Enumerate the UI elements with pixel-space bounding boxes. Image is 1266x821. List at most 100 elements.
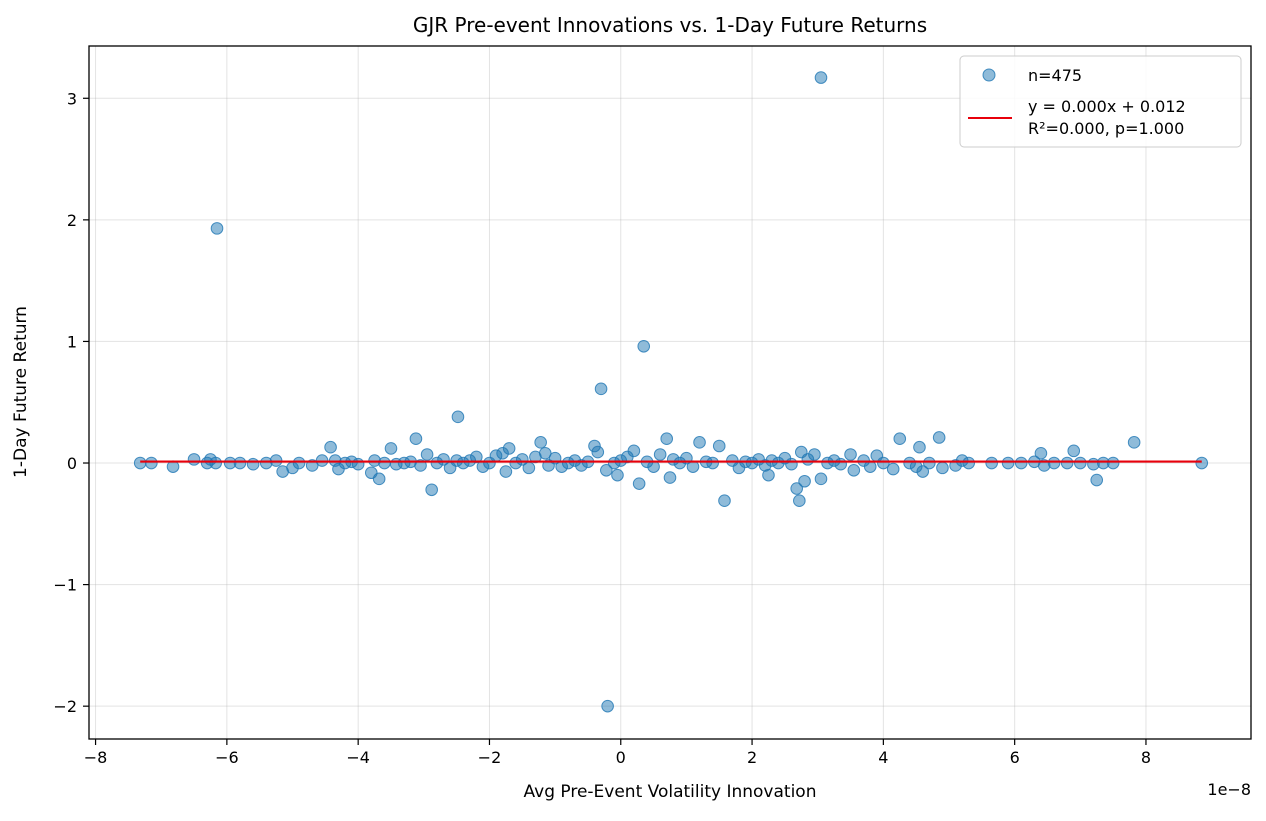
chart-title: GJR Pre-event Innovations vs. 1-Day Futu…	[413, 13, 927, 37]
scatter-point	[600, 464, 613, 477]
scatter-point	[847, 464, 861, 477]
scatter-point	[133, 456, 147, 470]
scatter-point	[637, 340, 651, 353]
scatter-point	[762, 468, 775, 482]
scatter-point	[693, 436, 706, 449]
scatter-point	[324, 440, 337, 454]
plot-frame	[88, 45, 1252, 740]
x-tick-label: 4	[878, 748, 888, 767]
scatter-point	[808, 448, 821, 461]
x-tick-label: 0	[616, 748, 626, 767]
legend-label-fit-line: y = 0.000x + 0.012	[1028, 97, 1186, 116]
y-tick-label: −2	[53, 697, 77, 716]
scatter-point	[798, 474, 811, 488]
scatter-point	[1047, 456, 1061, 470]
x-axis-label: Avg Pre-Event Volatility Innovation	[524, 782, 817, 802]
scatter-point	[451, 410, 465, 424]
y-axis-label: 1-Day Future Return	[11, 306, 31, 478]
scatter-point	[420, 448, 434, 461]
scatter-point	[233, 456, 247, 470]
scatter-point	[962, 456, 976, 470]
scatter-point	[384, 442, 398, 455]
x-tick-label: 2	[747, 748, 757, 767]
grid-layer	[89, 46, 1251, 739]
scatter-point	[145, 456, 158, 470]
scatter-point	[209, 456, 223, 470]
scatter-point	[923, 456, 936, 470]
scatter-point	[409, 432, 423, 446]
scatter-point	[985, 456, 998, 470]
x-tick-label: 6	[1010, 748, 1020, 767]
scatter-point	[372, 472, 386, 486]
scatter-point	[877, 456, 890, 470]
scatter-point	[502, 442, 516, 455]
scatter-point	[499, 465, 513, 478]
legend-label-fit-stats: R²=0.000, p=1.000	[1028, 119, 1184, 138]
scatter-point	[470, 450, 483, 464]
scatter-point	[351, 457, 365, 471]
y-tick-label: 0	[67, 454, 77, 473]
scatter-point	[1067, 444, 1081, 458]
x-tick-label: 8	[1141, 748, 1151, 767]
axis-ticks: −8 −6 −4 −2 0 2 4 6 8 −2 −1 0 1 2 3	[53, 89, 1151, 767]
scatter-point	[1034, 446, 1048, 460]
scatter-point	[1060, 456, 1074, 470]
scatter-point	[534, 436, 547, 449]
scatter-point	[591, 445, 605, 459]
scatter-point	[1195, 456, 1209, 470]
scatter-point	[378, 456, 391, 470]
scatter-point	[712, 439, 726, 453]
y-tick-label: 3	[67, 89, 77, 108]
scatter-point	[1074, 456, 1087, 470]
scatter-point	[1106, 456, 1120, 470]
scatter-point	[538, 446, 552, 460]
scatter-point	[814, 472, 828, 486]
y-tick-label: 2	[67, 211, 77, 230]
scatter-point	[663, 471, 677, 484]
scatter-point	[706, 456, 719, 470]
scatter-point	[814, 71, 828, 84]
scatter-point	[660, 432, 674, 446]
scatter-point	[834, 457, 847, 471]
scatter-point	[425, 483, 438, 497]
scatter-point	[785, 457, 798, 471]
scatter-point	[522, 461, 536, 475]
scatter-point	[936, 461, 949, 475]
x-tick-label: −2	[478, 748, 502, 767]
scatter-point	[246, 457, 260, 471]
scatter-point	[1001, 456, 1015, 470]
scatter-point	[916, 465, 930, 478]
data-points	[133, 71, 1209, 713]
x-tick-label: −4	[346, 748, 370, 767]
legend-label-points: n=475	[1028, 66, 1082, 85]
scatter-point	[886, 462, 900, 476]
legend-box	[959, 55, 1242, 148]
scatter-point	[1014, 456, 1028, 470]
x-tick-label: −6	[215, 748, 239, 767]
scatter-point	[627, 444, 641, 458]
y-tick-label: 1	[67, 332, 77, 351]
scatter-point	[913, 440, 926, 454]
scatter-point	[790, 482, 804, 495]
x-tick-label: −8	[84, 748, 108, 767]
scatter-point	[611, 468, 624, 482]
legend: n=475 y = 0.000x + 0.012 R²=0.000, p=1.0…	[959, 55, 1242, 148]
scatter-point	[718, 494, 731, 508]
scatter-point	[793, 494, 806, 508]
scatter-point	[932, 431, 946, 444]
scatter-point	[844, 448, 857, 461]
scatter-point	[601, 699, 614, 713]
scatter-point	[893, 432, 907, 446]
scatter-point	[187, 453, 201, 466]
x-offset-label: 1e−8	[1207, 780, 1251, 799]
scatter-point	[292, 456, 306, 470]
y-tick-label: −1	[53, 576, 77, 595]
scatter-point	[210, 222, 224, 235]
scatter-point	[594, 382, 608, 396]
scatter-point	[1127, 436, 1141, 449]
legend-marker-points	[982, 68, 996, 82]
scatter-point	[632, 477, 646, 490]
scatter-point	[653, 448, 667, 461]
